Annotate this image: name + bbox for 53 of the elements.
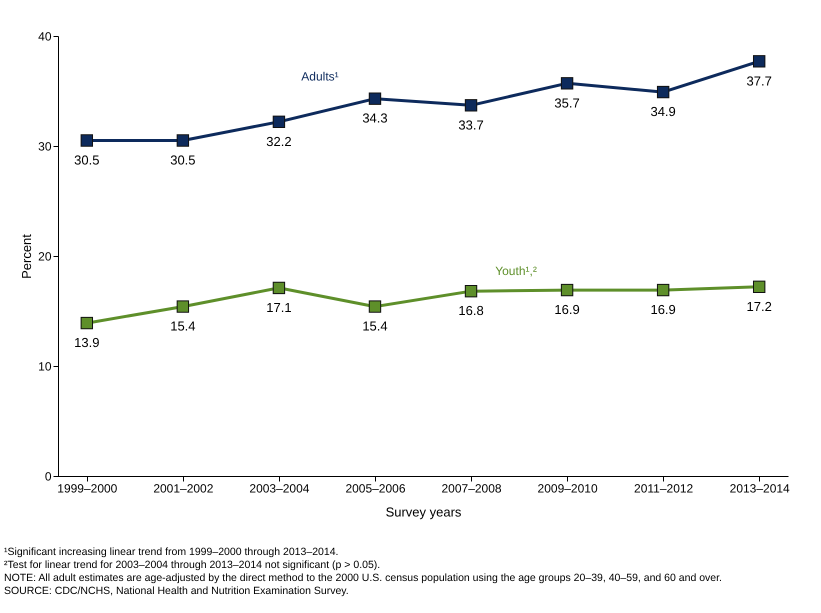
- x-tick-label: 2003–2004: [249, 482, 310, 496]
- data-label: 30.5: [170, 152, 196, 168]
- y-axis-title: Percent: [19, 234, 34, 279]
- point: [368, 92, 382, 105]
- data-label: 15.4: [170, 318, 196, 334]
- point: [656, 86, 670, 98]
- y-tick-label: 30: [38, 140, 52, 154]
- x-tick-label: 1999–2000: [57, 482, 118, 496]
- data-label: 16.9: [650, 302, 676, 318]
- x-tick-label: 2005–2006: [345, 482, 406, 496]
- data-label: 35.7: [554, 95, 580, 110]
- x-axis-title: Survey years: [386, 504, 462, 520]
- data-label: 34.3: [362, 110, 388, 126]
- data-label: 16.9: [554, 302, 580, 318]
- point: [656, 284, 670, 296]
- data-label: 32.2: [266, 134, 292, 149]
- series-label: Youth¹,²: [495, 264, 537, 278]
- point: [272, 282, 286, 294]
- point: [464, 285, 478, 298]
- point: [176, 300, 190, 313]
- point: [560, 284, 574, 296]
- x-tick-label: 2009–2010: [538, 482, 598, 496]
- y-tick-label: 20: [38, 250, 52, 264]
- data-label: 37.7: [746, 73, 772, 88]
- point: [80, 134, 94, 147]
- x-tick-label: 2007–2008: [441, 482, 502, 496]
- text: ²Test for linear trend for 2003–2004 through 2013–2014 not significant (p > 0.05).: [4, 559, 382, 572]
- data-label: 30.5: [74, 152, 100, 168]
- point: [560, 77, 574, 90]
- data-label: 34.9: [650, 104, 676, 120]
- x-tick-label: 2001–2002: [153, 482, 214, 496]
- data-label: 15.4: [362, 318, 388, 334]
- x-tick-label: 2011–2012: [634, 482, 694, 496]
- y-tick-label: 10: [38, 360, 52, 374]
- y-tick-label: 40: [38, 30, 52, 44]
- point: [80, 316, 94, 330]
- x-tick-label: 2013–2014: [730, 482, 790, 496]
- data-label: 33.7: [458, 117, 484, 132]
- point: [368, 300, 382, 313]
- point: [752, 280, 766, 293]
- point: [176, 134, 190, 147]
- data-label: 17.2: [746, 298, 772, 314]
- point: [464, 99, 478, 112]
- data-label: 17.1: [266, 300, 292, 315]
- data-label: 13.9: [74, 335, 100, 350]
- series-label: Adults¹: [301, 70, 339, 84]
- y-tick-label: 0: [44, 470, 52, 484]
- point: [272, 116, 286, 128]
- text: ¹Significant increasing linear trend from 1999–2000 through 2013–2014.: [4, 546, 340, 559]
- text: NOTE: All adult estimates are age-adjusted by the direct method to the 2000 U.S. census population using the age groups 20–39, 40–59, and 60 and over.: [4, 572, 723, 585]
- data-label: 16.8: [458, 303, 484, 318]
- point: [752, 55, 766, 68]
- source-note: SOURCE: CDC/NCHS, National Health and Nutrition Examination Survey.: [4, 585, 350, 598]
